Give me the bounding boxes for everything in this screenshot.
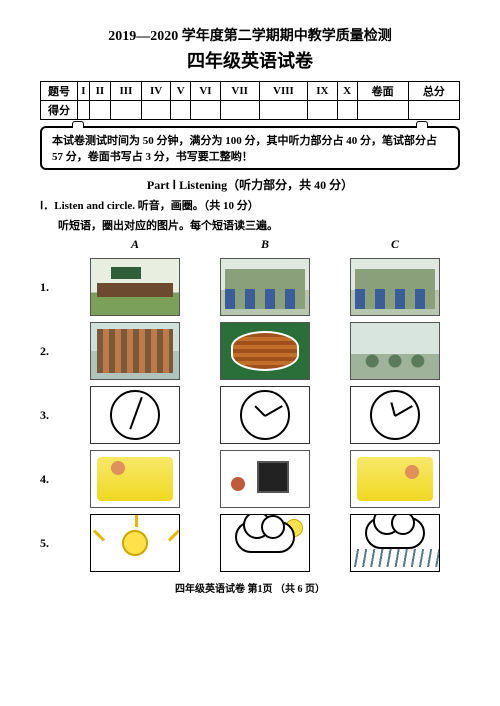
col-IV: IV: [141, 82, 170, 101]
question-row-4: 4.: [40, 450, 460, 508]
column-labels: A B C: [40, 237, 460, 252]
row5-num: 5.: [40, 536, 70, 551]
notice-text: 本试卷测试时间为 50 分钟，满分为 100 分，其中听力部分占 40 分，笔试…: [52, 135, 437, 163]
question-row-3: 3.: [40, 386, 460, 444]
row2-num: 2.: [40, 344, 70, 359]
col-V: V: [171, 82, 191, 101]
img-5c-rainy-icon: [350, 514, 440, 572]
notice-box: 本试卷测试时间为 50 分钟，满分为 100 分，其中听力部分占 40 分，笔试…: [40, 126, 460, 170]
img-3a-clock-icon: [90, 386, 180, 444]
img-5a-sunny-icon: [90, 514, 180, 572]
col-VII: VII: [220, 82, 259, 101]
part-title: Part Ⅰ Listening（听力部分，共 40 分）: [40, 176, 460, 193]
col-III: III: [111, 82, 142, 101]
img-4c-sleep-icon: [350, 450, 440, 508]
page-footer: 四年级英语试卷 第1页 （共 6 页）: [40, 580, 460, 595]
section1-line2: 听短语，圈出对应的图片。每个短语读三遍。: [58, 217, 460, 233]
img-1b-computerlab-icon: [220, 258, 310, 316]
col-label-A: A: [70, 237, 200, 252]
col-II: II: [89, 82, 110, 101]
score-label-1: 题号: [41, 82, 78, 101]
col-face: 卷面: [357, 82, 408, 101]
title-line2: 四年级英语试卷: [40, 47, 460, 73]
col-label-B: B: [200, 237, 330, 252]
img-2b-playground-icon: [220, 322, 310, 380]
col-IX: IX: [308, 82, 337, 101]
img-4a-wakeup-icon: [90, 450, 180, 508]
img-1a-classroom-icon: [90, 258, 180, 316]
img-3b-clock-icon: [220, 386, 310, 444]
section1-line1: Ⅰ．Listen and circle. 听音，画圈。（共 10 分）: [40, 197, 460, 213]
row3-num: 3.: [40, 408, 70, 423]
score-table: 题号 I II III IV V VI VII VIII IX X 卷面 总分 …: [40, 81, 460, 120]
title-line1: 2019—2020 学年度第二学期期中教学质量检测: [40, 25, 460, 45]
col-total: 总分: [408, 82, 459, 101]
img-3c-clock-icon: [350, 386, 440, 444]
col-VI: VI: [191, 82, 220, 101]
question-row-5: 5.: [40, 514, 460, 572]
col-VIII: VIII: [259, 82, 308, 101]
img-5b-cloudy-icon: [220, 514, 310, 572]
score-row-header: 题号 I II III IV V VI VII VIII IX X 卷面 总分: [41, 82, 460, 101]
exam-page: 2019—2020 学年度第二学期期中教学质量检测 四年级英语试卷 题号 I I…: [0, 0, 500, 706]
img-2c-gym-icon: [350, 322, 440, 380]
img-2a-library-icon: [90, 322, 180, 380]
img-4b-watchtv-icon: [220, 450, 310, 508]
col-I: I: [78, 82, 90, 101]
question-row-2: 2.: [40, 322, 460, 380]
score-label-2: 得分: [41, 101, 78, 120]
score-row-values: 得分: [41, 101, 460, 120]
question-row-1: 1.: [40, 258, 460, 316]
row1-num: 1.: [40, 280, 70, 295]
row4-num: 4.: [40, 472, 70, 487]
col-label-C: C: [330, 237, 460, 252]
img-1c-computerlab-icon: [350, 258, 440, 316]
col-X: X: [337, 82, 357, 101]
